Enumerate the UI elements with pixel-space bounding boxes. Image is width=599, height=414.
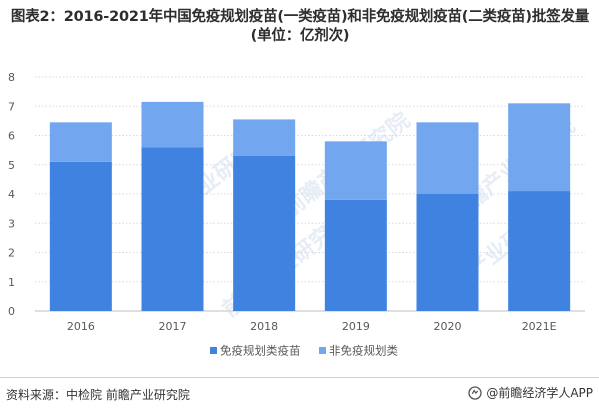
grid-lines xyxy=(35,76,585,312)
bar-segment-immunization-plan-2016 xyxy=(49,161,112,311)
legend-swatch xyxy=(319,347,326,354)
bars-group xyxy=(49,101,571,311)
x-tick-label: 2019 xyxy=(342,320,370,333)
y-axis-tick-labels: 0 1 2 3 4 5 6 7 8 xyxy=(8,71,15,318)
bar-segment-non-immunization-plan-2021E xyxy=(508,103,571,192)
brand-credit: @前瞻经济学人APP xyxy=(468,384,593,401)
bar-segment-non-immunization-plan-2017 xyxy=(141,101,204,148)
x-tick-label: 2018 xyxy=(250,320,278,333)
y-tick-label: 1 xyxy=(8,276,15,289)
bar-segment-immunization-plan-2019 xyxy=(324,199,387,311)
y-tick-label: 4 xyxy=(8,188,15,201)
chart-title: 图表2：2016-2021年中国免疫规划疫苗(一类疫苗)和非免疫规划疫苗(二类疫… xyxy=(10,9,590,44)
y-tick-label: 0 xyxy=(8,305,15,318)
x-tick-label: 2021E xyxy=(522,320,557,333)
y-tick-label: 5 xyxy=(8,159,15,172)
bar-segment-non-immunization-plan-2019 xyxy=(324,141,387,200)
legend: 免疫规划类疫苗 非免疫规划类 xyxy=(210,344,398,358)
x-tick-label: 2016 xyxy=(67,320,95,333)
y-tick-label: 3 xyxy=(8,217,15,230)
legend-label: 免疫规划类疫苗 xyxy=(220,344,301,358)
bar-segment-immunization-plan-2021E xyxy=(508,191,571,311)
bar-chart: 前瞻产业研究院前瞻产业研究院前瞻产业研究院前瞻产业研究院前瞻产业研究院 0123… xyxy=(8,71,585,358)
brand-text: @前瞻经济学人APP xyxy=(486,386,593,400)
y-tick-label: 2 xyxy=(8,247,15,260)
bar-segment-non-immunization-plan-2018 xyxy=(233,119,296,156)
x-axis-tick-labels: 2016 2017 2018 2019 2020 2021E xyxy=(67,320,557,333)
source-note: 资料来源：中检院 前瞻产业研究院 xyxy=(6,388,190,402)
bar-segment-immunization-plan-2018 xyxy=(233,155,296,311)
legend-label: 非免疫规划类 xyxy=(329,344,398,358)
bar-segment-non-immunization-plan-2020 xyxy=(416,122,479,194)
x-tick-label: 2020 xyxy=(434,320,462,333)
y-tick-label: 6 xyxy=(8,130,15,143)
brand-logo-icon xyxy=(468,385,482,400)
bar-segment-immunization-plan-2020 xyxy=(416,194,479,311)
y-tick-label: 7 xyxy=(8,100,15,113)
footer-divider xyxy=(0,377,599,378)
legend-swatch xyxy=(210,347,217,354)
x-tick-label: 2017 xyxy=(159,320,187,333)
bar-segment-non-immunization-plan-2016 xyxy=(49,122,112,162)
bar-segment-immunization-plan-2017 xyxy=(141,147,204,311)
y-tick-label: 8 xyxy=(8,71,15,84)
